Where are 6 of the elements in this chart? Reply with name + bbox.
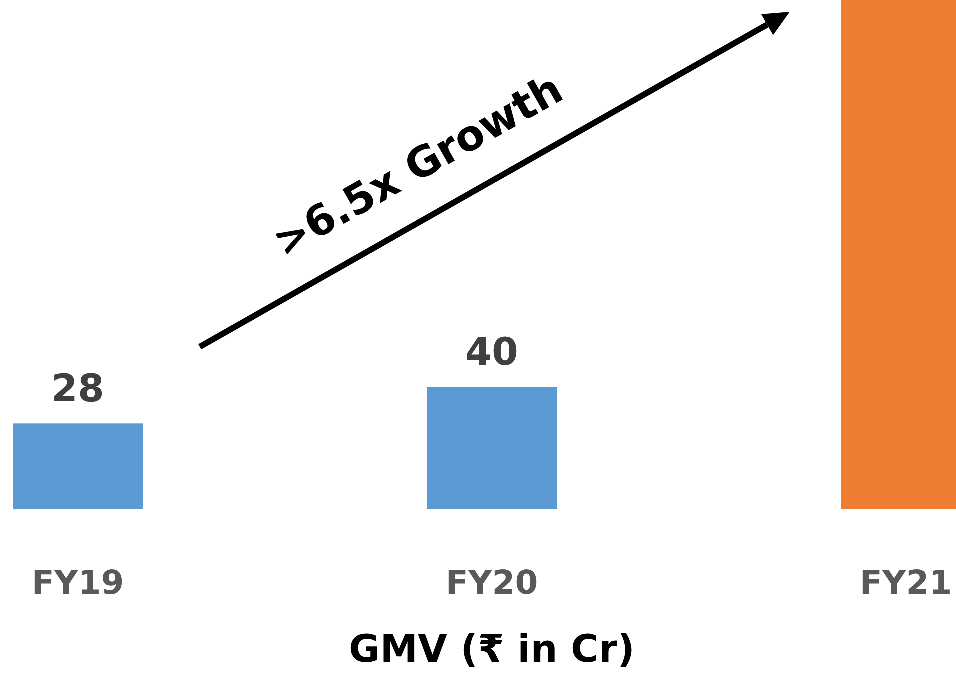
x-tick-label: FY20 — [446, 563, 538, 602]
x-tick-label: FY21 — [860, 563, 952, 602]
x-tick-label: FY19 — [32, 563, 124, 602]
data-label: 28 — [52, 366, 104, 411]
data-label: 40 — [466, 330, 518, 374]
x-axis-title: GMV (₹ in Cr) — [349, 627, 635, 671]
